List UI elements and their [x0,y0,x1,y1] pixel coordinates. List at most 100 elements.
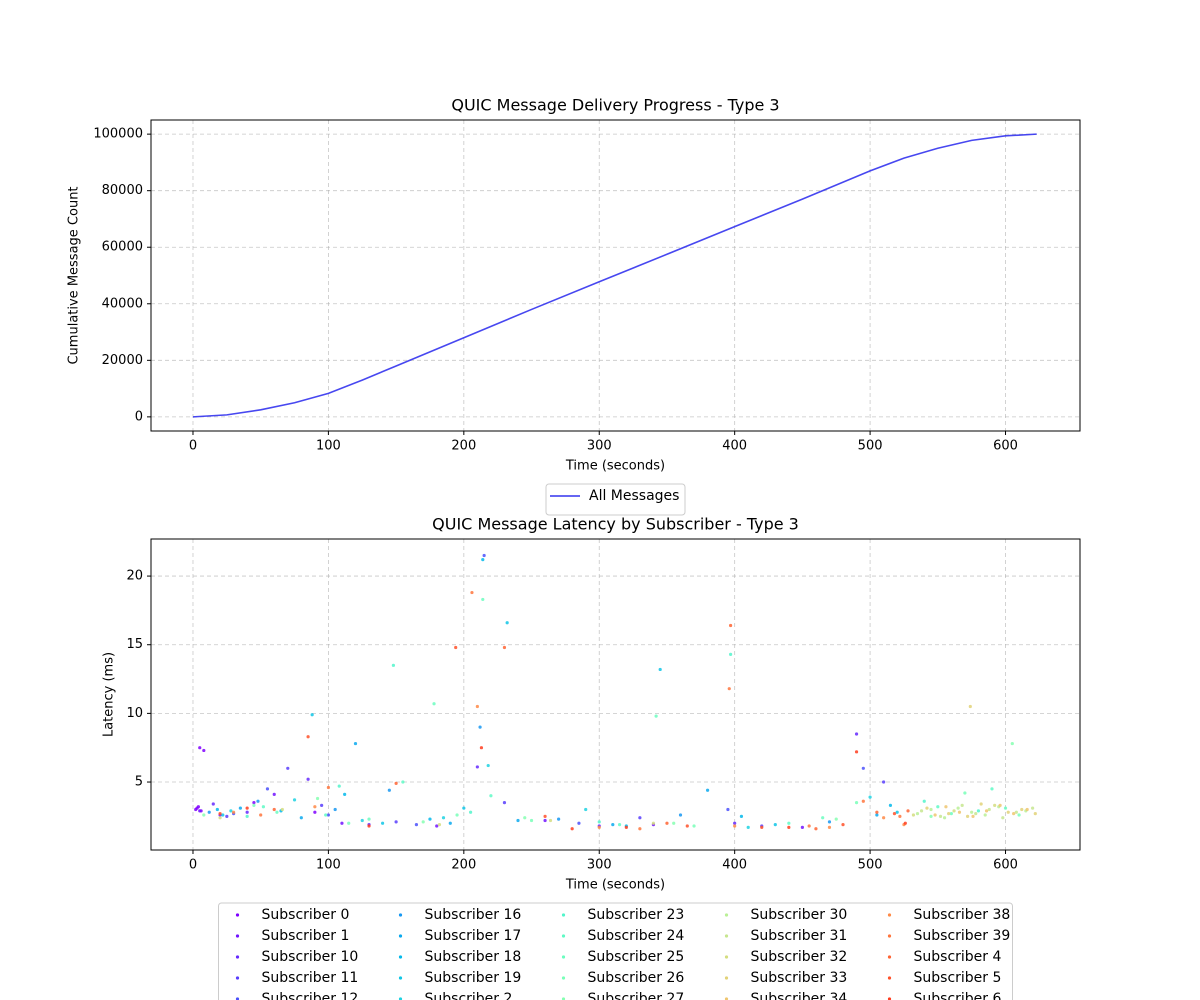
point [925,806,929,810]
point [895,810,899,814]
legend-label: Subscriber 31 [751,928,848,944]
legend-label: Subscriber 27 [588,991,685,1000]
point [827,825,832,829]
point [280,807,284,812]
point [898,814,902,818]
point [968,704,972,709]
x-tick-label: 200 [451,858,476,873]
point [998,803,1002,807]
point [543,814,547,818]
point [232,810,236,814]
point [313,810,317,814]
legend-swatch [887,955,892,959]
point [875,813,879,817]
point [441,816,446,820]
point [990,787,994,791]
legend-label: Subscriber 38 [914,907,1011,923]
point [944,805,948,809]
legend-swatch [724,997,729,1000]
point [915,812,920,816]
legend-swatch [887,934,892,938]
legend-swatch [235,997,240,1000]
point [888,803,893,807]
legend-label: All Messages [589,488,679,504]
point [340,821,344,825]
point [529,818,534,823]
point [949,812,953,816]
point [827,820,832,824]
legend-label: Subscriber 0 [262,907,350,923]
y-tick-label: 15 [126,637,143,652]
point [1003,806,1008,810]
point [1012,812,1016,816]
legend-label: Subscriber 18 [425,949,522,965]
point [414,822,419,827]
legend-label: Subscriber 17 [425,928,522,944]
point [502,801,507,805]
x-axis-label: Time (seconds) [565,459,665,474]
point [306,735,310,739]
y-tick-label: 20000 [102,353,143,368]
point [861,799,865,803]
point [929,807,933,812]
point [502,645,507,650]
x-tick-label: 200 [451,439,476,454]
point [313,805,317,809]
point [1010,741,1014,746]
point [787,821,791,825]
point [557,817,561,821]
point [705,788,710,792]
point [259,813,263,817]
point [957,810,962,814]
point [685,824,689,828]
point [1017,813,1021,817]
point [286,766,290,770]
point [261,805,266,809]
point [245,806,249,810]
y-tick-label: 40000 [102,296,143,311]
point [597,820,601,824]
legend-swatch [887,913,892,917]
y-tick-label: 100000 [93,127,143,142]
point [882,816,886,820]
chart-title: QUIC Message Latency by Subscriber - Typ… [432,515,799,534]
point [432,702,436,706]
legend-label: Subscriber 23 [588,907,685,923]
chart: QUIC Message Latency by Subscriber - Typ… [102,515,1081,1000]
y-tick-label: 60000 [102,240,143,255]
point [638,827,642,831]
point [195,806,199,810]
legend-swatch [561,976,566,980]
legend-label: Subscriber 12 [262,991,359,1000]
point [892,812,897,816]
point [868,795,872,799]
legend-label: Subscriber 2 [425,991,513,1000]
point [841,822,845,827]
point [570,827,574,831]
legend-swatch [724,913,729,917]
point [238,806,242,810]
legend-label: Subscriber 25 [588,949,685,965]
legend-label: Subscriber 30 [751,907,848,923]
point [773,822,777,827]
point [218,812,222,816]
point [448,821,452,825]
point [343,792,347,796]
point [380,821,385,825]
point [252,803,256,807]
point [218,816,222,820]
legend-label: Subscriber 34 [751,991,848,1000]
point [252,801,256,805]
point [475,704,479,709]
point [1031,806,1035,810]
point [976,809,981,813]
legend-swatch [561,955,566,959]
point [437,822,442,827]
point [1001,816,1005,820]
point [272,792,276,796]
x-axis-label: Time (seconds) [565,878,665,893]
x-tick-label: 400 [722,858,747,873]
point [326,813,331,817]
point [516,818,520,823]
point [729,652,733,656]
